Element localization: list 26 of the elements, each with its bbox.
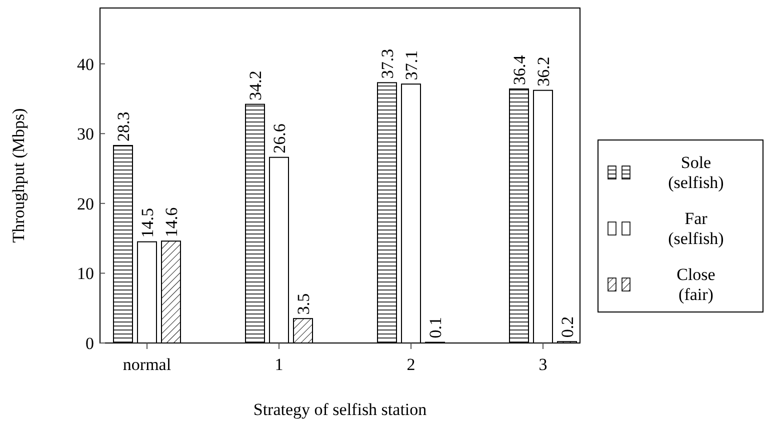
text: Close (fair) bbox=[676, 265, 716, 304]
data-label: 36.4 bbox=[510, 54, 529, 85]
y-tick-label: 0 bbox=[86, 334, 94, 353]
x-tick-label: 2 bbox=[406, 355, 416, 374]
data-label: 37.1 bbox=[402, 50, 421, 80]
data-label: 26.6 bbox=[270, 124, 289, 154]
data-label: 14.5 bbox=[138, 208, 157, 238]
data-label: 28.3 bbox=[114, 112, 133, 142]
x-axis-title: Strategy of selfish station bbox=[253, 400, 428, 419]
data-label: 34.2 bbox=[246, 70, 265, 100]
y-tick-label: 40 bbox=[77, 54, 94, 74]
data-label: 14.6 bbox=[162, 207, 181, 238]
text: Sole (selfish) bbox=[668, 153, 724, 192]
y-tick-label: 30 bbox=[77, 124, 94, 144]
data-label: 0.1 bbox=[426, 317, 445, 338]
y-axis-title: Throughput (Mbps) bbox=[9, 108, 28, 243]
x-tick-label: normal bbox=[122, 355, 172, 374]
data-label: 36.2 bbox=[534, 56, 553, 86]
data-label: 37.3 bbox=[378, 48, 397, 79]
y-tick-label: 10 bbox=[77, 264, 94, 284]
y-tick-label: 20 bbox=[77, 194, 94, 214]
x-tick-label: 3 bbox=[538, 355, 548, 374]
x-tick-label: 1 bbox=[274, 355, 284, 374]
data-label: 0.2 bbox=[558, 316, 577, 338]
data-label: 3.5 bbox=[294, 293, 313, 315]
text: Far (selfish) bbox=[668, 209, 724, 248]
